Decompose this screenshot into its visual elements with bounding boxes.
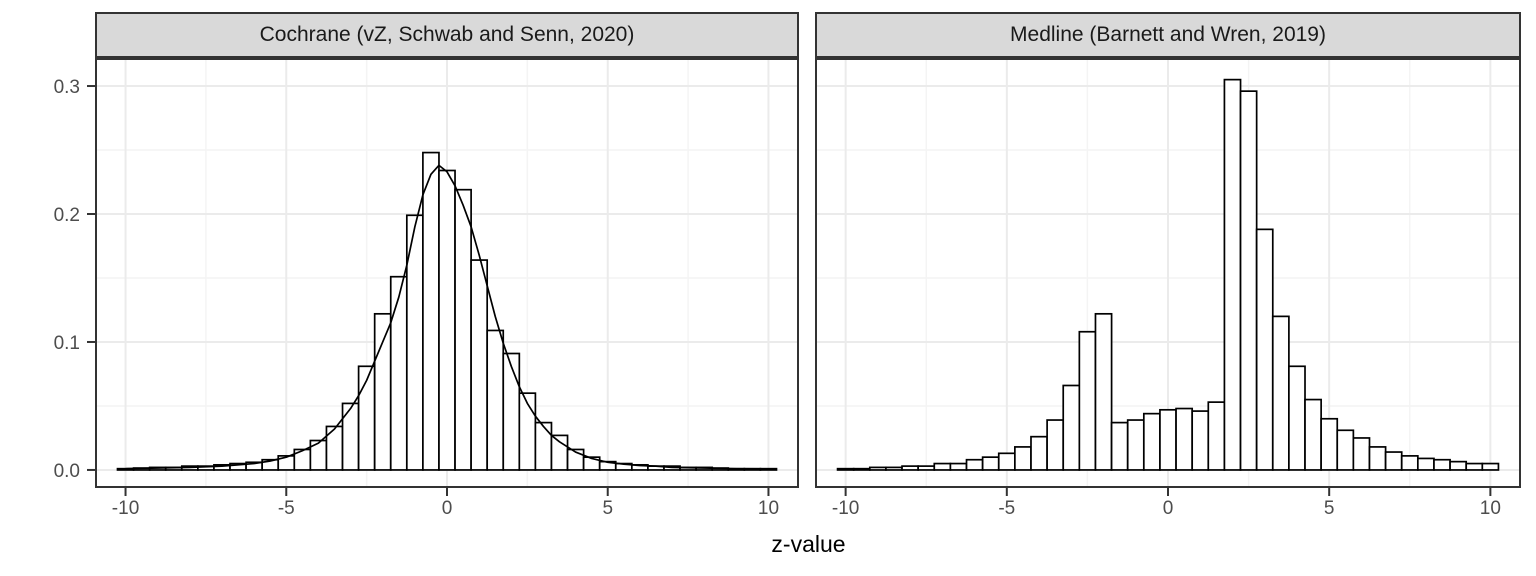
histogram-bar — [1207, 401, 1226, 471]
histogram-bar — [1481, 462, 1500, 471]
histogram-bar — [885, 466, 903, 471]
histogram-bar — [341, 402, 360, 471]
histogram-bar — [997, 452, 1016, 471]
y-tick-label: 0.1 — [54, 333, 80, 354]
histogram-bar — [389, 275, 408, 471]
histogram-bar — [1304, 398, 1322, 471]
histogram-bar — [438, 169, 456, 471]
histogram-bars — [836, 78, 1500, 471]
facet-strip-cochrane: Cochrane (vZ, Schwab and Senn, 2020) — [95, 12, 799, 58]
histogram-bar — [868, 466, 887, 471]
histogram-bar — [1014, 446, 1032, 471]
histogram-bars — [116, 151, 778, 471]
histogram-bar — [1416, 457, 1435, 471]
histogram-bar — [1126, 419, 1145, 471]
histogram-bar — [1142, 412, 1161, 471]
histogram-bar — [965, 458, 984, 471]
x-tick-label: -10 — [112, 498, 139, 519]
histogram-bar — [373, 312, 392, 471]
histogram-bar — [901, 465, 920, 471]
histogram-bar — [1368, 446, 1387, 471]
histogram-bar — [836, 467, 855, 471]
histogram-bar — [1191, 410, 1210, 471]
density-curve — [124, 164, 770, 470]
histogram-bar — [502, 352, 521, 471]
histogram-bar — [1449, 460, 1468, 471]
facet-strip-label-medline: Medline (Barnett and Wren, 2019) — [1010, 23, 1326, 46]
histogram-bar — [1433, 458, 1451, 471]
histogram-bar — [534, 421, 553, 471]
histogram-bar — [1336, 429, 1355, 471]
histogram-bar — [981, 456, 1000, 471]
histogram-bar — [1030, 435, 1048, 471]
histogram-bar — [1400, 455, 1419, 471]
x-tick-label: 0 — [442, 498, 453, 519]
panel-border — [815, 58, 1521, 488]
histogram-bar — [1110, 421, 1129, 471]
histogram-bar — [1352, 437, 1371, 471]
histogram-bar — [1175, 407, 1194, 471]
histogram-bar — [1239, 90, 1258, 471]
facet-strip-label-cochrane: Cochrane (vZ, Schwab and Senn, 2020) — [259, 23, 635, 46]
y-tick-label: 0.0 — [54, 461, 80, 482]
histogram-bar — [454, 188, 472, 471]
histogram-bar — [1465, 462, 1484, 471]
histogram-bar — [949, 462, 968, 471]
x-tick-label: 0 — [1163, 498, 1174, 519]
histogram-bar — [1255, 228, 1274, 471]
histogram-bar — [550, 434, 569, 471]
histogram-bar — [1062, 384, 1081, 471]
panel-plot-area-cochrane — [95, 58, 799, 488]
histogram-bar — [422, 151, 440, 471]
x-tick-label: -10 — [832, 498, 859, 519]
histogram-bar — [1223, 78, 1242, 471]
histogram-bar — [1271, 315, 1290, 471]
histogram-bar — [486, 329, 505, 471]
histogram-bar — [470, 259, 489, 471]
histogram-bar — [933, 462, 952, 471]
y-tick-label: 0.3 — [54, 77, 80, 98]
histogram-bar — [1288, 365, 1306, 471]
histogram-bar — [1046, 419, 1065, 471]
histogram-bar — [1159, 408, 1177, 471]
histogram-bar — [852, 467, 871, 471]
x-tick-label: 10 — [758, 498, 779, 519]
histogram-bar — [1320, 417, 1339, 471]
histogram-bar — [1384, 451, 1403, 471]
x-tick-label: 10 — [1480, 498, 1501, 519]
panel-border — [95, 58, 799, 488]
facet-strip-medline: Medline (Barnett and Wren, 2019) — [815, 12, 1521, 58]
x-tick-label: -5 — [998, 498, 1015, 519]
histogram-bar — [917, 465, 936, 471]
histogram-bar — [1078, 330, 1097, 471]
histogram-bar — [1094, 312, 1113, 471]
y-tick-label: 0.2 — [54, 205, 80, 226]
panel-plot-area-medline — [815, 58, 1521, 488]
x-tick-label: -5 — [278, 498, 295, 519]
x-tick-label: 5 — [1324, 498, 1335, 519]
x-tick-label: 5 — [602, 498, 613, 519]
x-axis-title: z-value — [771, 531, 846, 557]
